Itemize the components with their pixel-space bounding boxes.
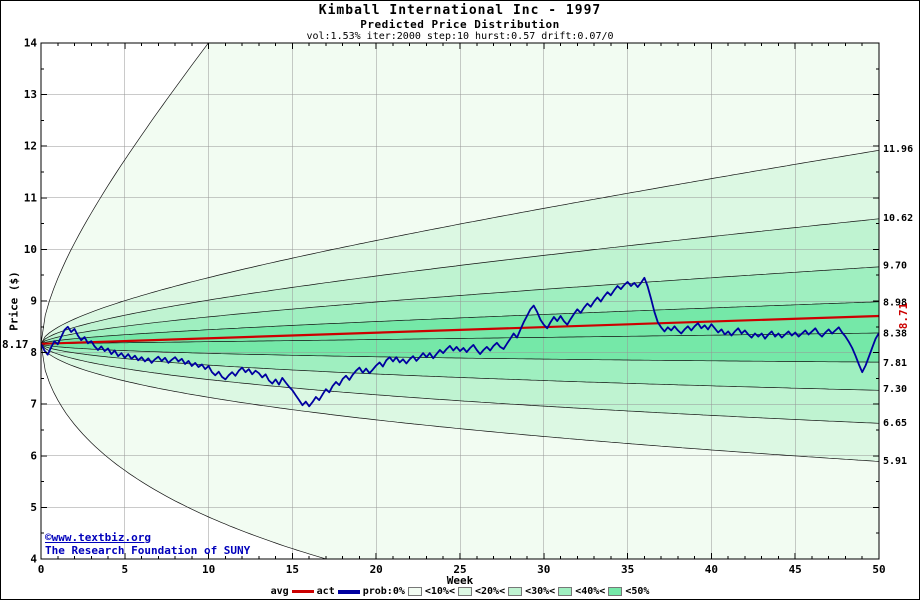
watermark: ©www.textbiz.org The Research Foundation… [45,531,250,557]
y-tick-label: 8 [30,346,37,359]
legend-band-swatch-30 [508,587,523,596]
band-curve-lower [41,343,879,363]
legend-band-label-40: <40%< [575,586,606,597]
legend-prob-label: prob:0% [362,586,405,597]
chart-header: Kimball International Inc - 1997 Predict… [1,3,919,43]
legend-band-label-50: <50% [625,586,650,597]
x-tick-label: 15 [286,563,299,576]
legend-avg-line-sample [291,590,314,593]
band-curve-lower [41,343,879,424]
band-curve-upper [41,301,879,345]
x-tick-label: 45 [789,563,802,576]
y-tick-label: 10 [24,243,37,256]
median-curve [41,332,879,345]
legend-band-swatch-50 [608,587,623,596]
x-tick-label: 5 [121,563,128,576]
band-curve-upper [41,218,879,345]
x-tick-label: 25 [453,563,466,576]
band-end-label: 9.70 [883,260,907,271]
legend-band-swatch-20 [457,587,472,596]
axis-ticks [40,42,880,560]
band-curve-upper [41,43,209,344]
y-tick-label: 6 [30,449,37,462]
watermark-org: The Research Foundation of SUNY [45,544,251,557]
x-tick-label: 20 [370,563,383,576]
y-tick-label: 12 [24,140,37,153]
band-end-label: 8.38 [883,328,907,339]
band-end-label: 5.91 [883,456,907,467]
x-tick-label: 35 [621,563,634,576]
y-tick-labels: 4 5 6 7 8 9 10 11 12 13 14 [24,37,38,566]
legend-band-label-10: <10%< [424,586,455,597]
band-end-label: 10.62 [883,213,913,224]
y-tick-label: 5 [30,501,37,514]
band-end-labels: 11.96 10.62 9.70 8.98 8.38 7.81 7.30 6.65 5.91 [883,144,913,467]
legend-act-line-sample [337,589,360,594]
y-tick-label: 13 [24,88,37,101]
x-tick-label: 30 [537,563,550,576]
band-end-label: 8.98 [883,298,907,309]
legend-band-swatch-40 [558,587,573,596]
x-axis-title: Week [446,574,474,587]
band-end-label: 6.65 [883,418,907,429]
band-curve-lower [41,343,879,391]
x-tick-label: 50 [872,563,885,576]
y-tick-label: 14 [24,37,38,50]
band-boundary-curves [41,43,879,559]
band-end-label: 7.30 [883,384,907,395]
avg-line [41,314,879,345]
legend-avg-label: avg [270,586,289,597]
y-axis-title: Price ($) [7,271,21,331]
actual-line [41,276,879,408]
watermark-link[interactable]: ©www.textbiz.org [45,531,151,544]
avg-end-label: 8.71 [897,302,910,329]
band-end-label: 11.96 [883,144,913,155]
band-end-label: 7.81 [883,358,907,369]
x-tick-label: 10 [202,563,215,576]
y-tick-label: 4 [30,553,37,566]
legend-act-label: act [316,586,335,597]
legend-band-swatch-10 [407,587,422,596]
legend-band-label-30: <30%< [525,586,556,597]
legend-band-label-20: <20%< [474,586,506,597]
y-tick-label: 11 [24,191,38,204]
y-tick-label: 7 [30,398,37,411]
x-tick-labels: 0 5 10 15 20 25 30 35 40 45 50 [38,563,886,576]
page-title: Kimball International Inc - 1997 [318,3,602,18]
chart-subtitle: Predicted Price Distribution [360,18,560,31]
x-tick-label: 40 [705,563,718,576]
band-curve-upper [41,149,879,344]
legend: avg act prob:0% <10%< <20%< <30%< <40%< … [1,586,919,597]
start-price-label: 8.17 [2,338,29,351]
x-tick-label: 0 [38,563,45,576]
y-tick-label: 9 [30,295,37,308]
band-curve-lower [41,343,328,559]
simulation-params: vol:1.53% iter:2000 step:10 hurst:0.57 d… [306,31,614,42]
band-curve-upper [41,266,879,345]
band-curve-lower [41,343,879,462]
